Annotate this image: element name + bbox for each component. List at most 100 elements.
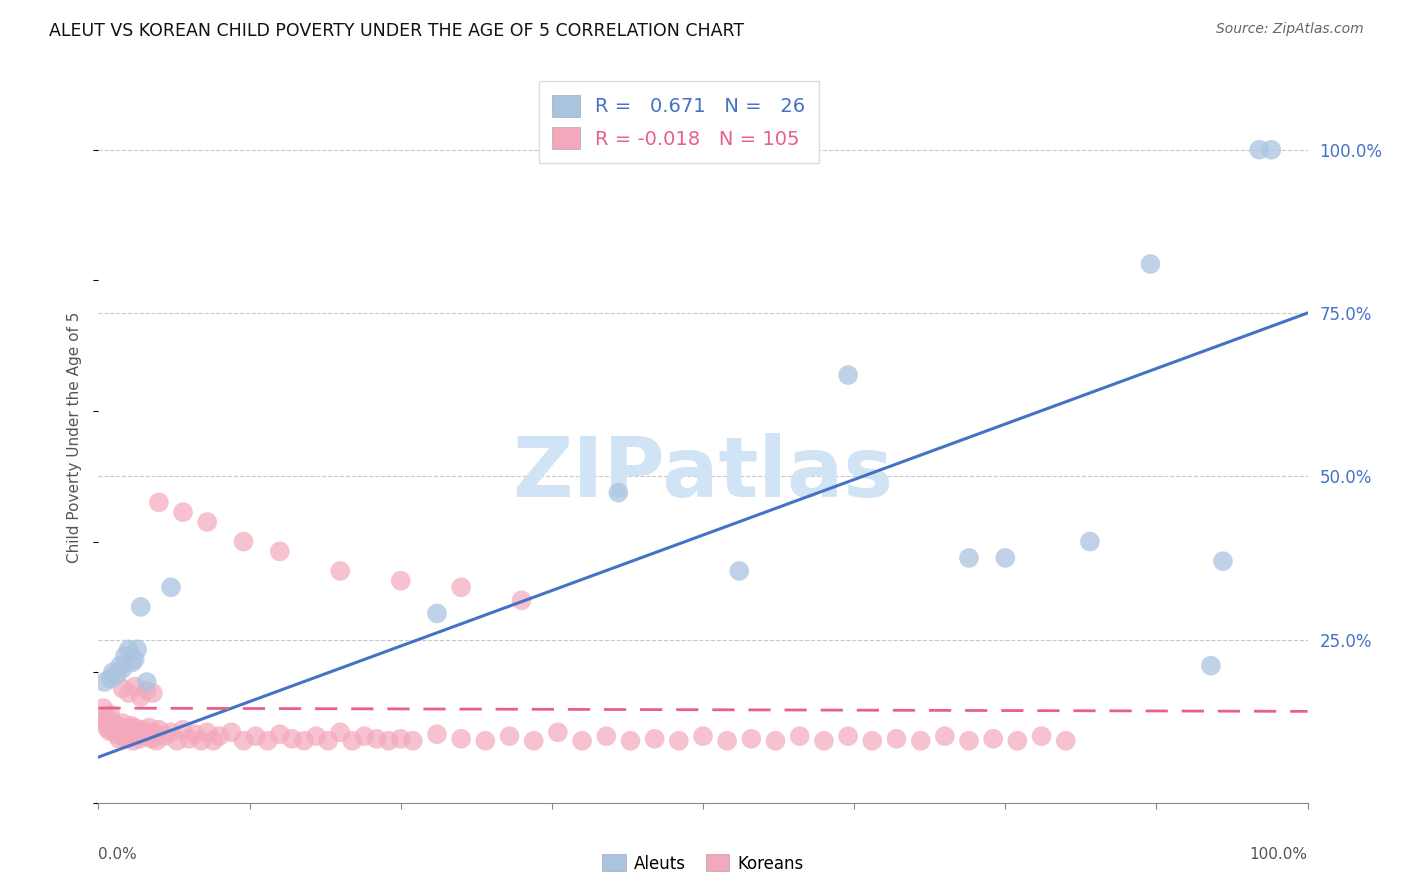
Point [107, 719, 129, 733]
Point [91, 701, 114, 715]
Point [269, 727, 291, 741]
Point [121, 656, 143, 670]
Point [100, 714, 122, 728]
Point [232, 534, 254, 549]
Point [108, 731, 131, 746]
Point [245, 729, 267, 743]
Point [1249, 143, 1271, 157]
Point [122, 733, 145, 747]
Point [692, 729, 714, 743]
Point [353, 729, 375, 743]
Point [190, 733, 212, 747]
Point [195, 725, 218, 739]
Point [389, 574, 412, 588]
Point [172, 505, 194, 519]
Point [389, 731, 412, 746]
Point [153, 729, 176, 743]
Point [108, 723, 131, 737]
Point [716, 733, 738, 747]
Point [128, 731, 150, 746]
Point [1212, 554, 1234, 568]
Text: 0.0%: 0.0% [98, 847, 138, 862]
Point [101, 719, 124, 733]
Point [94, 714, 117, 728]
Point [111, 681, 134, 696]
Point [124, 652, 146, 666]
Text: ZIPatlas: ZIPatlas [513, 434, 893, 514]
Point [329, 564, 352, 578]
Point [813, 733, 835, 747]
Point [402, 733, 425, 747]
Point [934, 729, 956, 743]
Point [93, 675, 115, 690]
Point [131, 723, 153, 737]
Point [256, 733, 278, 747]
Point [510, 593, 533, 607]
Point [105, 727, 128, 741]
Point [523, 733, 546, 747]
Point [118, 686, 141, 700]
Point [765, 733, 787, 747]
Point [129, 690, 152, 704]
Point [141, 731, 163, 746]
Point [208, 729, 231, 743]
Point [103, 725, 125, 739]
Point [837, 368, 859, 382]
Point [644, 731, 666, 746]
Point [342, 733, 364, 747]
Point [910, 733, 932, 747]
Point [281, 731, 304, 746]
Point [619, 733, 641, 747]
Point [740, 731, 762, 746]
Point [145, 733, 167, 747]
Point [1139, 257, 1161, 271]
Legend: R =   0.671   N =   26, R = -0.018   N = 105: R = 0.671 N = 26, R = -0.018 N = 105 [538, 81, 818, 163]
Point [221, 725, 243, 739]
Point [117, 723, 139, 738]
Point [127, 642, 149, 657]
Point [595, 729, 617, 743]
Point [105, 668, 128, 682]
Point [547, 725, 569, 739]
Point [981, 731, 1004, 746]
Point [134, 729, 156, 743]
Point [329, 725, 352, 739]
Point [571, 733, 593, 747]
Point [1054, 733, 1077, 747]
Point [114, 727, 136, 741]
Point [100, 672, 122, 686]
Point [121, 725, 143, 739]
Y-axis label: Child Poverty Under the Age of 5: Child Poverty Under the Age of 5 [67, 311, 83, 563]
Point [129, 599, 152, 614]
Point [118, 642, 141, 657]
Point [124, 680, 146, 694]
Point [1260, 143, 1282, 157]
Point [179, 731, 201, 746]
Point [789, 729, 811, 743]
Point [202, 733, 225, 747]
Point [1199, 658, 1222, 673]
Point [1031, 729, 1053, 743]
Point [269, 544, 291, 558]
Point [316, 733, 339, 747]
Point [112, 721, 135, 735]
Point [728, 564, 751, 578]
Point [111, 662, 134, 676]
Point [135, 725, 157, 739]
Text: 100.0%: 100.0% [1250, 847, 1308, 862]
Point [148, 723, 170, 737]
Point [1007, 733, 1029, 747]
Point [607, 485, 630, 500]
Point [160, 580, 183, 594]
Point [148, 495, 170, 509]
Point [426, 727, 449, 741]
Point [111, 716, 134, 731]
Point [426, 607, 449, 621]
Point [101, 665, 124, 680]
Point [110, 729, 132, 743]
Point [143, 725, 166, 739]
Point [138, 721, 160, 735]
Point [450, 580, 472, 594]
Point [142, 686, 165, 700]
Point [135, 675, 157, 690]
